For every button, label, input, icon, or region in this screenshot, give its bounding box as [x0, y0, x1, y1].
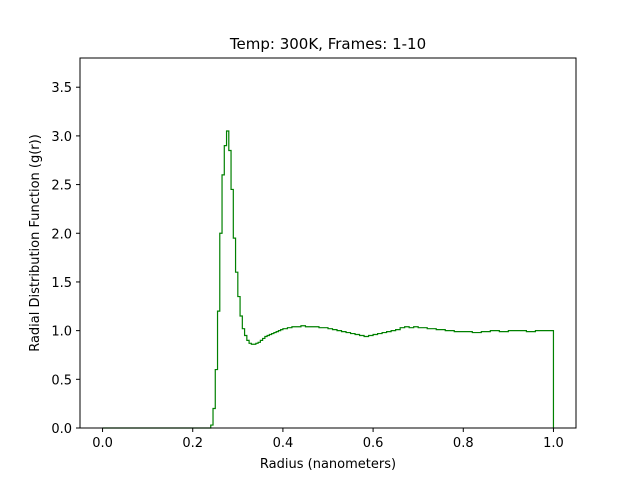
x-axis-ticks: 0.0 0.2 0.4 0.6 0.8 1.0: [92, 428, 564, 451]
y-axis-label: Radial Distribution Function (g(r)): [28, 134, 43, 352]
y-tick-label: 1.5: [51, 276, 72, 291]
plot-area: [80, 58, 576, 428]
y-tick-label: 3.0: [51, 130, 72, 145]
chart-title: Temp: 300K, Frames: 1-10: [229, 35, 426, 53]
x-tick-label: 0.0: [92, 436, 113, 451]
y-tick-label: 0.5: [51, 373, 72, 388]
y-tick-label: 3.5: [51, 81, 72, 96]
x-tick-label: 0.6: [363, 436, 384, 451]
y-tick-label: 0.0: [51, 422, 72, 437]
x-axis-label: Radius (nanometers): [260, 457, 396, 472]
x-tick-label: 0.4: [273, 436, 294, 451]
series-layer: [102, 130, 555, 429]
y-tick-label: 2.5: [51, 179, 72, 194]
y-tick-label: 2.0: [51, 227, 72, 242]
plot-frame: [79, 57, 577, 429]
x-tick-label: 0.8: [453, 436, 474, 451]
x-tick-label: 1.0: [543, 436, 564, 451]
x-tick-label: 0.2: [182, 436, 203, 451]
series-line-gr: [102, 130, 555, 429]
y-tick-label: 1.0: [51, 325, 72, 340]
y-axis-ticks: 0.0 0.5 1.0 1.5 2.0 2.5 3.0 3.5: [51, 81, 80, 437]
